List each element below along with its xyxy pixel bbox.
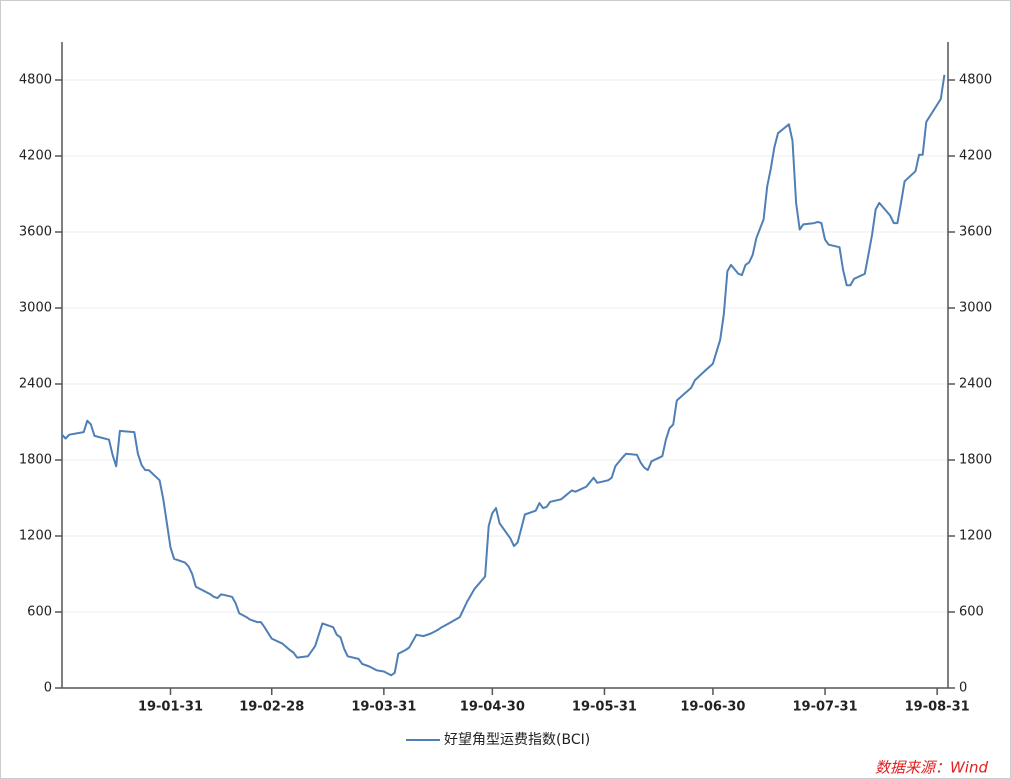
x-tick-label: 19-08-31 <box>905 700 970 715</box>
y2-tick-label: 1200 <box>959 529 992 544</box>
y2-tick-label: 3000 <box>959 301 992 316</box>
x-tick-label: 19-05-31 <box>572 700 637 715</box>
x-tick-label: 19-02-28 <box>239 700 304 715</box>
y-tick-label: 1200 <box>19 529 52 544</box>
y-tick-label: 3000 <box>19 301 52 316</box>
y-tick-label: 4200 <box>19 149 52 164</box>
y2-tick-label: 1800 <box>959 453 992 468</box>
x-tick-label: 19-07-31 <box>793 700 858 715</box>
x-tick-label: 19-04-30 <box>460 700 525 715</box>
y-tick-label: 0 <box>44 681 52 696</box>
data-line <box>61 74 946 677</box>
y-tick-label: 1800 <box>19 453 52 468</box>
y2-tick-label: 0 <box>959 681 967 696</box>
y-tick-label: 2400 <box>19 377 52 392</box>
x-tick-label: 19-01-31 <box>138 700 203 715</box>
y2-tick-label: 4200 <box>959 149 992 164</box>
legend-label: 好望角型运费指数(BCI) <box>444 732 590 748</box>
x-tick-label: 19-06-30 <box>680 700 745 715</box>
y2-tick-label: 4800 <box>959 73 992 88</box>
y-tick-label: 3600 <box>19 225 52 240</box>
x-tick-label: 19-03-31 <box>351 700 416 715</box>
y2-tick-label: 2400 <box>959 377 992 392</box>
y2-tick-label: 600 <box>959 605 984 620</box>
grid <box>62 79 948 689</box>
y-tick-label: 4800 <box>19 73 52 88</box>
source-note: 数据来源：Wind <box>875 759 989 777</box>
y2-tick-label: 3600 <box>959 225 992 240</box>
y-tick-label: 600 <box>27 605 52 620</box>
